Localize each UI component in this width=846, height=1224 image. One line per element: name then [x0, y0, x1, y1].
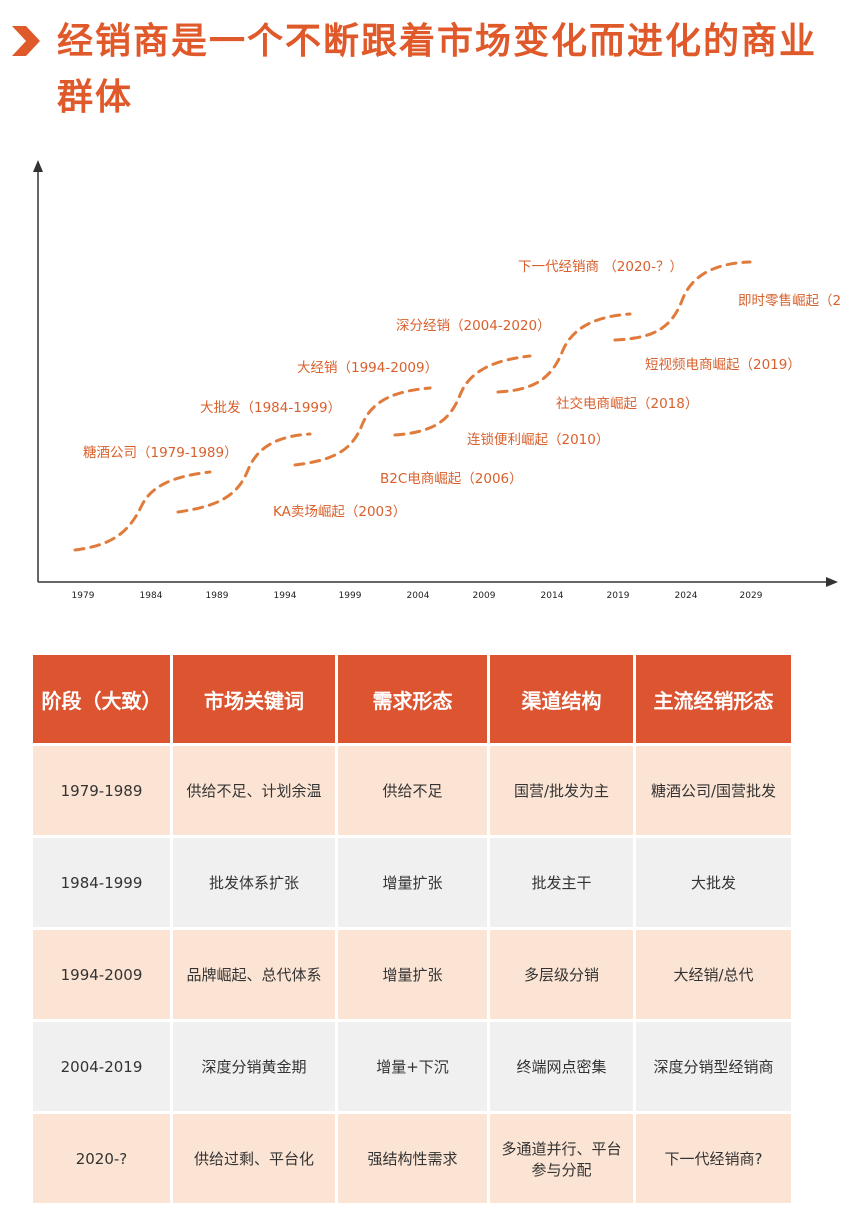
table-cell: 大批发: [636, 838, 791, 927]
axis-label: 1994: [274, 591, 297, 601]
header-cell: 需求形态: [338, 655, 487, 743]
table-row: 1994-2009 品牌崛起、总代体系 增量扩张 多层级分销 大经销/总代: [33, 930, 791, 1019]
table-cell: 糖酒公司/国营批发: [636, 746, 791, 835]
table-cell: 下一代经销商?: [636, 1114, 791, 1203]
y-arrow: [33, 160, 43, 172]
table-cell: 2020-?: [33, 1114, 170, 1203]
stage-label: 深分经销（2004-2020）: [396, 318, 551, 334]
stage-label: 糖酒公司（1979-1989）: [83, 445, 238, 461]
table-cell: 增量扩张: [338, 838, 487, 927]
table-cell: 国营/批发为主: [490, 746, 633, 835]
event-label: 短视频电商崛起（2019）: [645, 357, 801, 373]
header-cell: 渠道结构: [490, 655, 633, 743]
curve: [496, 312, 632, 394]
table-cell: 供给不足、计划余温: [173, 746, 335, 835]
table-cell: 1984-1999: [33, 838, 170, 927]
curve: [176, 432, 312, 514]
table-row: 2004-2019 深度分销黄金期 增量+下沉 终端网点密集 深度分销型经销商: [33, 1022, 791, 1111]
table-cell: 1994-2009: [33, 930, 170, 1019]
header-cell: 阶段（大致）: [33, 655, 170, 743]
table-cell: 强结构性需求: [338, 1114, 487, 1203]
axis-label: 1979: [72, 591, 95, 601]
event-label: KA卖场崛起（2003）: [273, 504, 406, 520]
stage-table: 阶段（大致） 市场关键词 需求形态 渠道结构 主流经销形态 1979-1989 供给不足、…: [30, 652, 794, 1206]
table-cell: 批发体系扩张: [173, 838, 335, 927]
event-label: B2C电商崛起（2006）: [380, 471, 523, 487]
table-cell: 供给不足: [338, 746, 487, 835]
page-title: 经销商是一个不断跟着市场变化而进化的商业群体: [57, 21, 818, 118]
axis-label: 1989: [206, 591, 229, 601]
curve: [73, 470, 212, 552]
axis-label: 2024: [675, 591, 698, 601]
axis-label: 1999: [339, 591, 362, 601]
timeline-diagram: 1979 1984 1989 1994 1999 2004 2009 2014 2019 2024…: [33, 160, 841, 601]
table-row: 2020-? 供给过剩、平台化 强结构性需求 多通道并行、平台参与分配 下一代经销商?: [33, 1114, 791, 1203]
curve: [393, 354, 532, 437]
table-row: 1979-1989 供给不足、计划余温 供给不足 国营/批发为主 糖酒公司/国营批发: [33, 746, 791, 835]
axis-label: 2009: [473, 591, 496, 601]
event-label: 即时零售崛起（2: [738, 293, 841, 309]
table-cell: 多层级分销: [490, 930, 633, 1019]
table-cell: 深度分销型经销商: [636, 1022, 791, 1111]
table-cell: 增量+下沉: [338, 1022, 487, 1111]
table-cell: 2004-2019: [33, 1022, 170, 1111]
table-cell: 终端网点密集: [490, 1022, 633, 1111]
table-cell: 1979-1989: [33, 746, 170, 835]
table-cell: 批发主干: [490, 838, 633, 927]
stage-label: 大批发（1984-1999）: [200, 400, 341, 416]
curve: [613, 260, 752, 342]
table-row: 1984-1999 批发体系扩张 增量扩张 批发主干 大批发: [33, 838, 791, 927]
axis-label: 1984: [140, 591, 163, 601]
event-label: 社交电商崛起（2018）: [556, 395, 698, 412]
axis-label: 2019: [607, 591, 630, 601]
table-cell: 大经销/总代: [636, 930, 791, 1019]
header-cell: 市场关键词: [173, 655, 335, 743]
axis-label: 2014: [541, 591, 564, 601]
table-cell: 供给过剩、平台化: [173, 1114, 335, 1203]
table-cell: 品牌崛起、总代体系: [173, 930, 335, 1019]
table-cell: 深度分销黄金期: [173, 1022, 335, 1111]
table-header: 阶段（大致） 市场关键词 需求形态 渠道结构 主流经销形态: [33, 655, 791, 743]
header-cell: 主流经销形态: [636, 655, 791, 743]
event-label: 连锁便利崛起（2010）: [467, 432, 609, 448]
chevron-icon: [12, 26, 40, 56]
x-arrow: [826, 577, 838, 587]
axis-label: 2004: [407, 591, 430, 601]
stage-label: 下一代经销商 （2020-？）: [518, 259, 683, 275]
axis-label: 2029: [740, 591, 763, 601]
curve: [293, 386, 432, 467]
table-cell: 增量扩张: [338, 930, 487, 1019]
stage-label: 大经销（1994-2009）: [297, 360, 438, 376]
table-cell: 多通道并行、平台参与分配: [490, 1114, 633, 1203]
